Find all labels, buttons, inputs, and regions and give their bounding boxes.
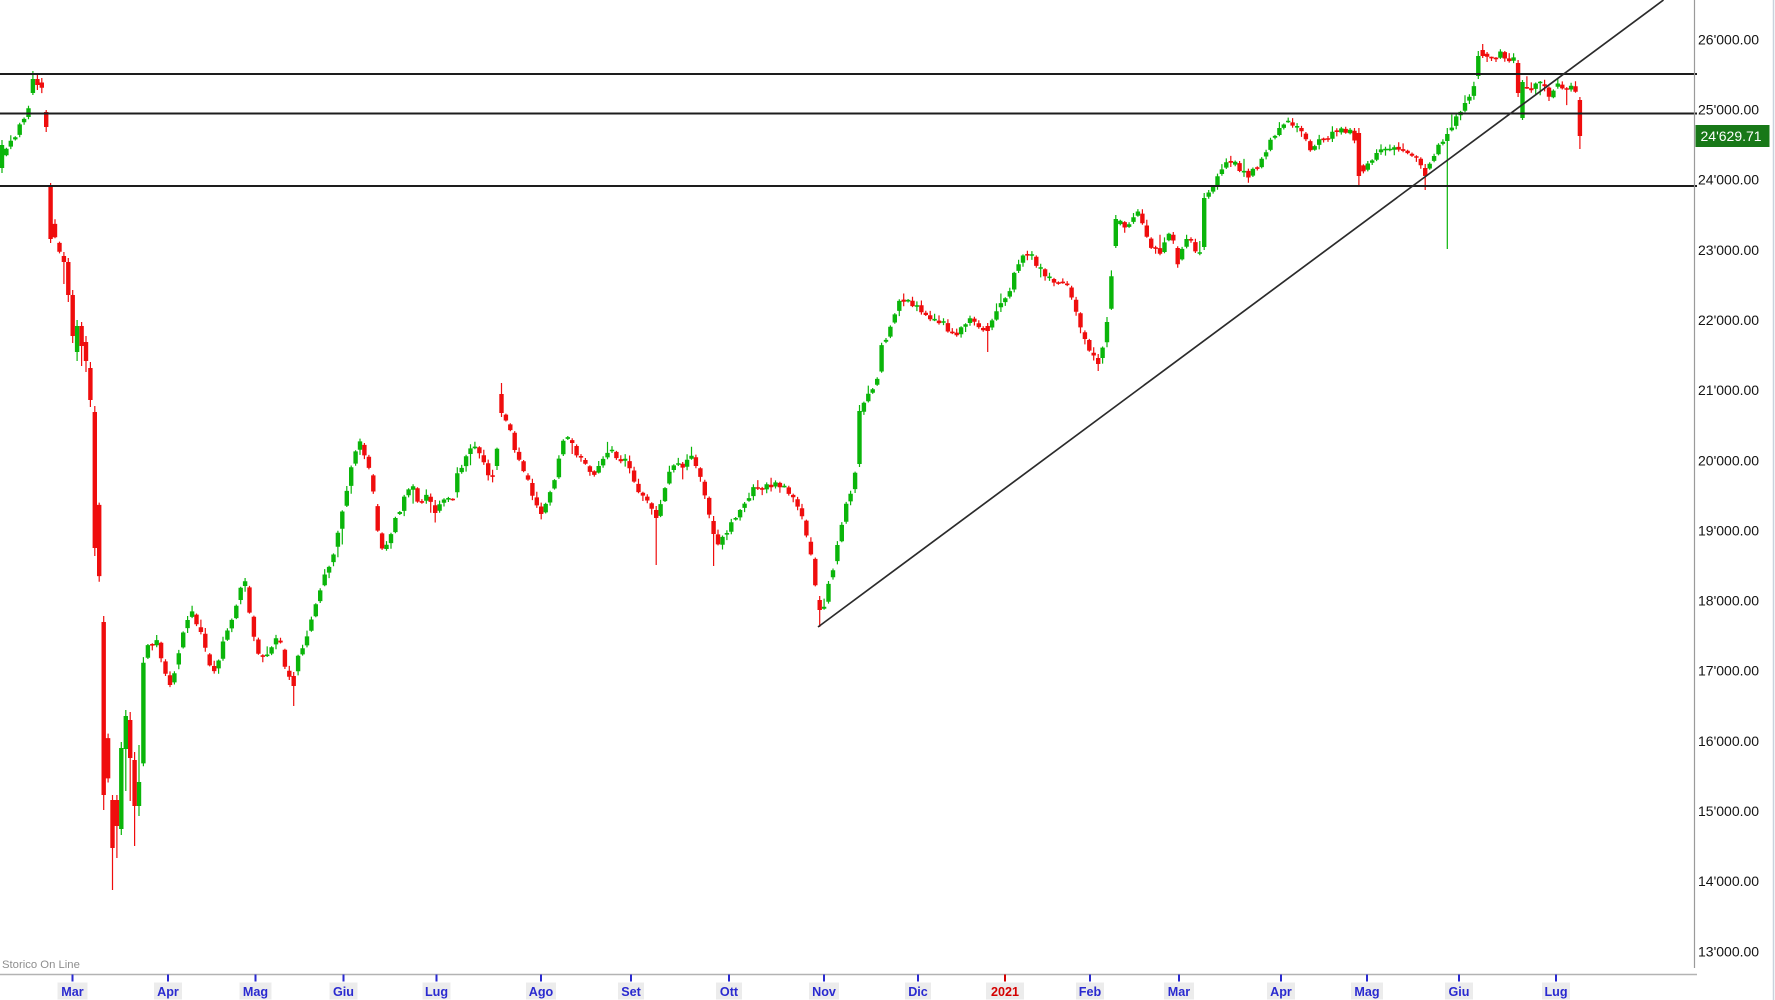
svg-text:Storico On Line: Storico On Line bbox=[2, 959, 80, 971]
svg-text:Lug: Lug bbox=[1544, 985, 1567, 999]
svg-text:Mar: Mar bbox=[1168, 985, 1190, 999]
svg-text:16'000.00: 16'000.00 bbox=[1698, 733, 1759, 749]
svg-text:24'000.00: 24'000.00 bbox=[1698, 172, 1759, 188]
svg-text:22'000.00: 22'000.00 bbox=[1698, 312, 1759, 328]
svg-text:Apr: Apr bbox=[157, 985, 179, 999]
svg-text:26'000.00: 26'000.00 bbox=[1698, 32, 1759, 48]
svg-text:Giu: Giu bbox=[1449, 985, 1470, 999]
svg-text:Giu: Giu bbox=[333, 985, 354, 999]
svg-text:17'000.00: 17'000.00 bbox=[1698, 663, 1759, 679]
svg-text:Mag: Mag bbox=[1354, 985, 1379, 999]
svg-text:15'000.00: 15'000.00 bbox=[1698, 803, 1759, 819]
svg-text:Feb: Feb bbox=[1079, 985, 1102, 999]
svg-text:20'000.00: 20'000.00 bbox=[1698, 452, 1759, 468]
svg-text:Lug: Lug bbox=[425, 985, 448, 999]
svg-text:18'000.00: 18'000.00 bbox=[1698, 593, 1759, 609]
svg-text:Mar: Mar bbox=[61, 985, 83, 999]
svg-text:23'000.00: 23'000.00 bbox=[1698, 242, 1759, 258]
svg-text:24'629.71: 24'629.71 bbox=[1701, 128, 1762, 144]
svg-text:19'000.00: 19'000.00 bbox=[1698, 522, 1759, 538]
svg-text:13'000.00: 13'000.00 bbox=[1698, 943, 1759, 959]
svg-text:2021: 2021 bbox=[991, 985, 1019, 999]
svg-text:Set: Set bbox=[621, 985, 641, 999]
svg-text:Ago: Ago bbox=[529, 985, 554, 999]
svg-text:21'000.00: 21'000.00 bbox=[1698, 382, 1759, 398]
svg-text:Mag: Mag bbox=[243, 985, 268, 999]
svg-text:14'000.00: 14'000.00 bbox=[1698, 873, 1759, 889]
svg-text:Nov: Nov bbox=[812, 985, 836, 999]
svg-text:Dic: Dic bbox=[908, 985, 928, 999]
svg-text:Ott: Ott bbox=[720, 985, 739, 999]
svg-text:25'000.00: 25'000.00 bbox=[1698, 102, 1759, 118]
svg-text:Apr: Apr bbox=[1270, 985, 1292, 999]
